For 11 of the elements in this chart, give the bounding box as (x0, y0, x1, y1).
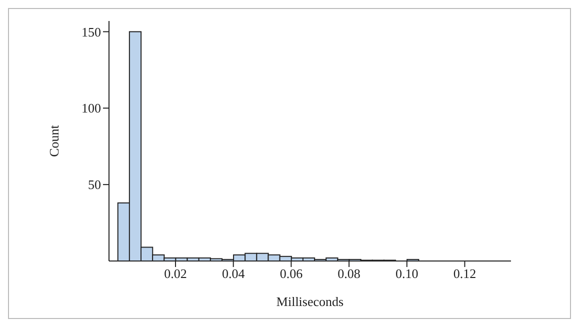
x-tick-label: 0.08 (338, 266, 360, 282)
x-tick-label: 0.02 (164, 266, 187, 282)
x-tick-label: 0.06 (280, 266, 304, 282)
y-tick-label: 100 (82, 100, 101, 116)
x-tick-label: 0.10 (396, 266, 418, 282)
y-tick-label: 50 (88, 177, 101, 192)
x-tick-label: 0.04 (222, 266, 246, 282)
y-tick-label: 150 (82, 24, 101, 40)
y-axis-title: Count (46, 124, 62, 157)
x-axis-title: Milliseconds (276, 294, 344, 309)
x-tick-label: 0.12 (453, 266, 476, 282)
